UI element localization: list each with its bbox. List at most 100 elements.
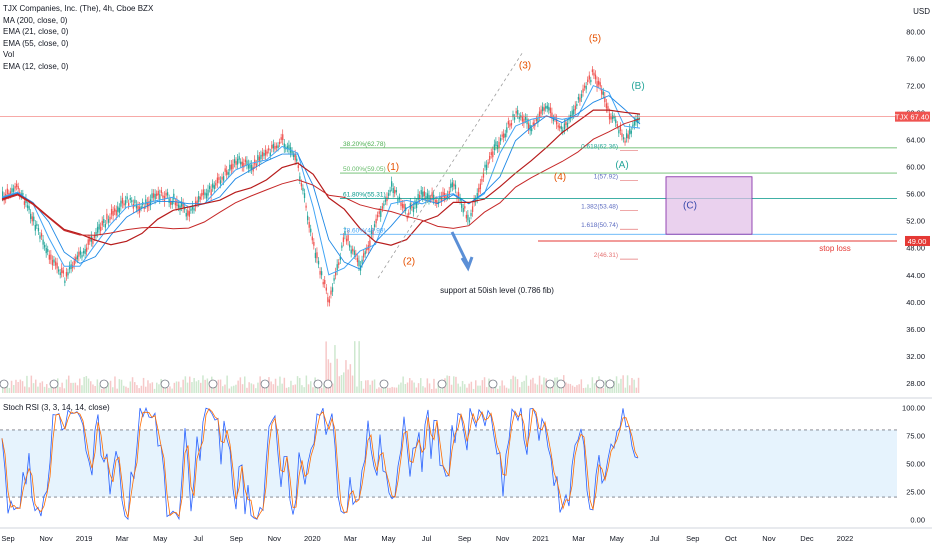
volume-bar	[222, 386, 224, 393]
volume-bar	[543, 377, 545, 393]
candle-body	[610, 116, 612, 120]
candle-body	[148, 201, 150, 207]
volume-bar	[147, 380, 149, 393]
candle-body	[535, 118, 538, 121]
candle-body	[310, 228, 312, 233]
volume-bar	[50, 385, 52, 393]
volume-bar	[189, 376, 191, 393]
candle-body	[240, 161, 242, 165]
candle-body	[611, 115, 614, 120]
volume-bar	[134, 382, 136, 393]
volume-bar	[226, 375, 228, 393]
candle-body	[321, 271, 323, 276]
candle-body	[464, 206, 466, 209]
candle-body	[151, 193, 153, 199]
volume-bar	[136, 385, 138, 393]
candle-body	[12, 188, 15, 192]
volume-bar	[510, 379, 512, 393]
candle-body	[204, 192, 206, 196]
candle-body	[42, 239, 44, 245]
candle-body	[218, 177, 220, 180]
target-zone-label: (C)	[683, 201, 697, 212]
volume-bar	[585, 387, 587, 393]
volume-bar	[105, 387, 107, 393]
volume-bar	[439, 388, 442, 393]
volume-bar	[395, 387, 398, 393]
candle-body	[363, 253, 365, 258]
candle-body	[67, 272, 69, 276]
candle-body	[303, 193, 306, 199]
volume-bar	[153, 388, 156, 393]
event-marker	[208, 379, 218, 389]
price-tick-label: 64.00	[906, 136, 925, 145]
volume-bar	[307, 384, 310, 393]
candle-body	[540, 109, 542, 114]
volume-bar	[4, 387, 6, 393]
volume-bar	[37, 386, 39, 393]
candle-body	[461, 203, 463, 208]
volume-bar	[184, 376, 187, 393]
volume-bar	[70, 382, 72, 393]
volume-bar	[118, 379, 121, 393]
volume-bar	[169, 386, 171, 393]
event-marker	[595, 379, 605, 389]
candle-body	[527, 123, 530, 130]
volume-bar	[202, 375, 204, 393]
volume-bar	[213, 388, 215, 393]
time-tick-label: Jul	[422, 534, 432, 543]
candle-body	[328, 299, 331, 303]
candle-body	[470, 213, 472, 216]
candle-body	[9, 191, 12, 195]
volume-bar	[626, 375, 629, 393]
candle-body	[47, 249, 49, 252]
candle-body	[235, 161, 237, 165]
candle-body	[118, 207, 121, 213]
event-marker	[49, 379, 59, 389]
candle-body	[280, 137, 282, 140]
candle-body	[627, 134, 629, 139]
volume-bar	[224, 384, 226, 393]
volume-bar	[569, 383, 572, 393]
volume-bar	[79, 378, 81, 393]
volume-bar	[48, 387, 50, 393]
fib-level-label: 61.80%(55.31)	[343, 191, 386, 198]
candle-body	[411, 205, 413, 208]
volume-bar	[259, 376, 261, 393]
candle-body	[101, 220, 103, 226]
volume-bar	[435, 388, 437, 393]
stoch-tick-label: 25.00	[906, 487, 925, 496]
candle-body	[173, 193, 175, 200]
candle-body	[44, 244, 46, 248]
candle-body	[395, 190, 397, 193]
candle-body	[434, 199, 436, 203]
volume-bar	[112, 387, 114, 393]
candle-body	[121, 197, 124, 204]
volume-bar	[604, 380, 607, 393]
volume-bar	[255, 388, 257, 393]
candle-body	[317, 260, 320, 265]
candle-body	[599, 82, 601, 87]
volume-bar	[274, 378, 277, 393]
volume-bar	[61, 382, 63, 393]
time-tick-label: Nov	[39, 534, 53, 543]
volume-bar	[483, 377, 486, 393]
candle-body	[330, 290, 332, 295]
volume-bar	[182, 379, 184, 393]
volume-bar	[607, 386, 609, 393]
candle-body	[213, 185, 215, 190]
volume-bar	[156, 382, 158, 393]
volume-bar	[208, 381, 211, 393]
candle-body	[110, 208, 113, 215]
candle-body	[255, 163, 257, 167]
candle-body	[574, 105, 576, 111]
volume-bar	[215, 382, 217, 393]
volume-bar	[288, 387, 290, 393]
candle-body	[227, 172, 229, 175]
stoch-tick-label: 100.00	[902, 404, 925, 413]
candle-body	[103, 219, 105, 223]
volume-bar	[292, 385, 294, 393]
candle-body	[93, 235, 96, 238]
candle-body	[37, 227, 40, 232]
volume-bar	[303, 387, 305, 393]
